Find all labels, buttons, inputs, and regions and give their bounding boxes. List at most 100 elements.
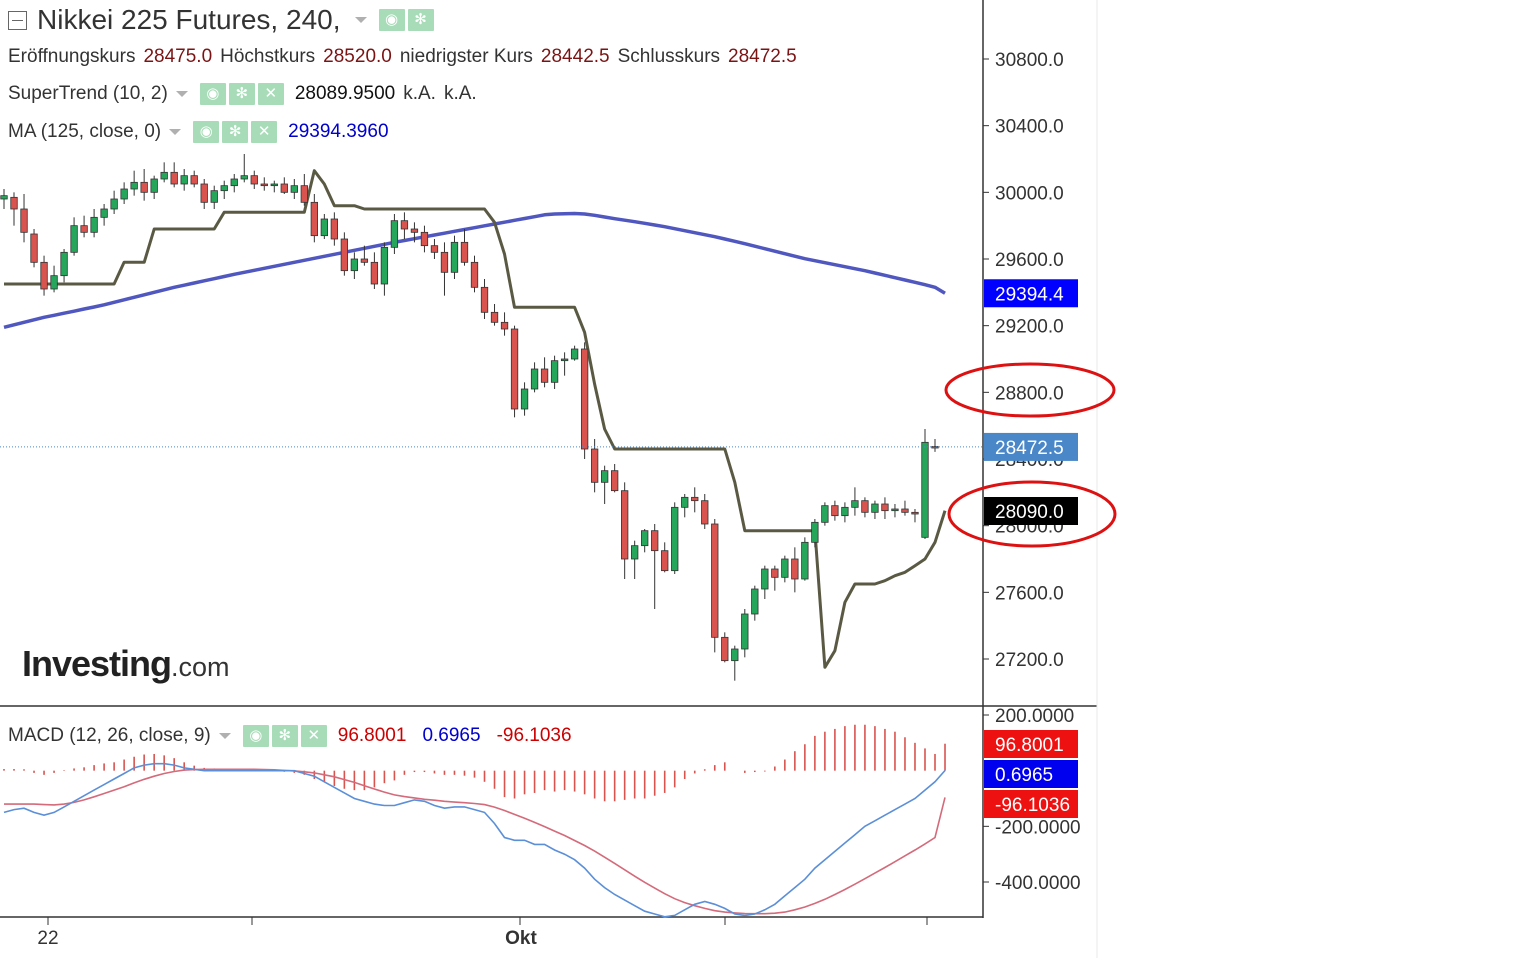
- candle-body: [290, 185, 298, 193]
- candle-body: [821, 505, 829, 523]
- chevron-down-icon[interactable]: [169, 129, 182, 135]
- supertrend-extra-2: k.A.: [443, 83, 477, 104]
- price-tick-label: 29600.0: [995, 250, 1064, 271]
- candle-body: [891, 508, 899, 512]
- close-icon[interactable]: ✕: [257, 83, 284, 105]
- ma-label: MA (125, close, 0): [8, 121, 162, 142]
- candle-body: [921, 441, 929, 538]
- gear-icon[interactable]: ✻: [222, 121, 249, 143]
- ma-price-label: 29394.4: [995, 284, 1064, 305]
- candle-body: [580, 348, 589, 450]
- macd-label: MACD (12, 26, close, 9): [8, 725, 211, 746]
- gear-icon[interactable]: ✻: [228, 83, 255, 105]
- ma-price-label-bg: [984, 279, 1078, 308]
- candle-body: [150, 178, 158, 193]
- candle-body: [400, 220, 409, 230]
- investing-logo: Investing.com: [22, 643, 230, 685]
- annotation-ellipse-upper: [944, 362, 1116, 418]
- macd-line-label-bg: [984, 760, 1078, 788]
- candle-body: [240, 175, 248, 180]
- candle-body: [751, 588, 759, 615]
- high-label: Höchstkurs: [220, 46, 316, 67]
- candle-body: [40, 261, 48, 290]
- macd-line-label: 0.6965: [995, 765, 1053, 786]
- supertrend-legend: SuperTrend (10, 2) ◉ ✻ ✕ 28089.9500 k.A.…: [8, 83, 477, 105]
- candle-body: [420, 231, 429, 247]
- supertrend-price-label: 28090.0: [995, 502, 1064, 523]
- candle-body: [671, 506, 679, 572]
- eye-icon[interactable]: ◉: [378, 9, 405, 31]
- candle-body: [120, 188, 128, 200]
- candle-body: [130, 181, 138, 190]
- macd-value: 0.6965: [422, 725, 481, 746]
- candle-body: [701, 500, 709, 525]
- time-tick-label: Okt: [505, 928, 537, 949]
- chevron-down-icon[interactable]: [218, 733, 231, 739]
- candle-body: [741, 613, 749, 650]
- candle-body: [931, 446, 939, 449]
- eye-icon[interactable]: ◉: [242, 725, 269, 747]
- ohlc-row: Eröffnungskurs 28475.0 Höchstkurs 28520.…: [8, 46, 797, 68]
- eye-icon[interactable]: ◉: [193, 121, 220, 143]
- logo-main: Investing: [22, 643, 172, 684]
- candle-body: [871, 503, 879, 513]
- candle-body: [390, 220, 399, 248]
- ma-line: [3, 211, 946, 329]
- candle-body: [540, 368, 549, 383]
- candle-body: [480, 286, 489, 313]
- high-value: 28520.0: [323, 46, 392, 67]
- candle-body: [190, 175, 198, 185]
- gear-icon[interactable]: ✻: [271, 725, 298, 747]
- ma-value: 29394.3960: [288, 121, 389, 142]
- candle-body: [110, 198, 118, 210]
- supertrend-price-label-bg: [984, 497, 1078, 525]
- candle-body: [721, 636, 729, 662]
- eye-icon[interactable]: ◉: [199, 83, 226, 105]
- annotation-ellipse-lower: [947, 480, 1117, 548]
- gear-icon[interactable]: ✻: [407, 9, 434, 31]
- candle-body: [731, 648, 739, 662]
- candle-body: [791, 558, 799, 580]
- macd-hist-label: 96.8001: [995, 735, 1064, 756]
- macd-hist-value: 96.8001: [337, 725, 407, 746]
- candle-body: [781, 558, 789, 578]
- supertrend-value: 28089.9500: [294, 83, 396, 104]
- candle-body: [330, 218, 339, 240]
- time-tick-label: 22: [37, 928, 58, 949]
- candle-body: [350, 258, 359, 272]
- candle-body: [530, 368, 539, 390]
- macd-signal-line: [4, 768, 946, 915]
- candle-body: [811, 521, 819, 543]
- candle-body: [140, 181, 148, 193]
- candle-body: [430, 245, 439, 253]
- close-icon[interactable]: ✕: [300, 725, 327, 747]
- chevron-down-icon[interactable]: [354, 17, 367, 23]
- candle-body: [270, 183, 278, 187]
- candle-body: [520, 388, 529, 410]
- minimize-icon[interactable]: [8, 10, 27, 30]
- candle-body: [460, 241, 469, 263]
- candle-body: [0, 195, 8, 200]
- close-icon[interactable]: ✕: [251, 121, 278, 143]
- candle-body: [30, 233, 38, 263]
- macd-hist-label-bg: [984, 730, 1078, 758]
- close-label: Schlusskurs: [617, 46, 721, 67]
- candle-body: [901, 508, 909, 513]
- price-tick-label: 30000.0: [995, 183, 1064, 204]
- candle-body: [450, 241, 459, 273]
- candle-body: [560, 358, 569, 362]
- candle-body: [881, 503, 889, 512]
- macd-signal-value: -96.1036: [496, 725, 572, 746]
- supertrend-label: SuperTrend (10, 2): [8, 83, 168, 104]
- chevron-down-icon[interactable]: [175, 91, 188, 97]
- candle-body: [250, 175, 258, 185]
- candle-body: [230, 178, 238, 187]
- candle-body: [761, 568, 769, 590]
- candle-body: [621, 490, 629, 560]
- macd-legend: MACD (12, 26, close, 9) ◉ ✻ ✕ 96.8001 0.…: [8, 725, 572, 747]
- candle-body: [861, 500, 869, 513]
- candle-body: [70, 225, 78, 253]
- macd-signal-label-bg: [984, 790, 1078, 818]
- candle-body: [370, 261, 379, 285]
